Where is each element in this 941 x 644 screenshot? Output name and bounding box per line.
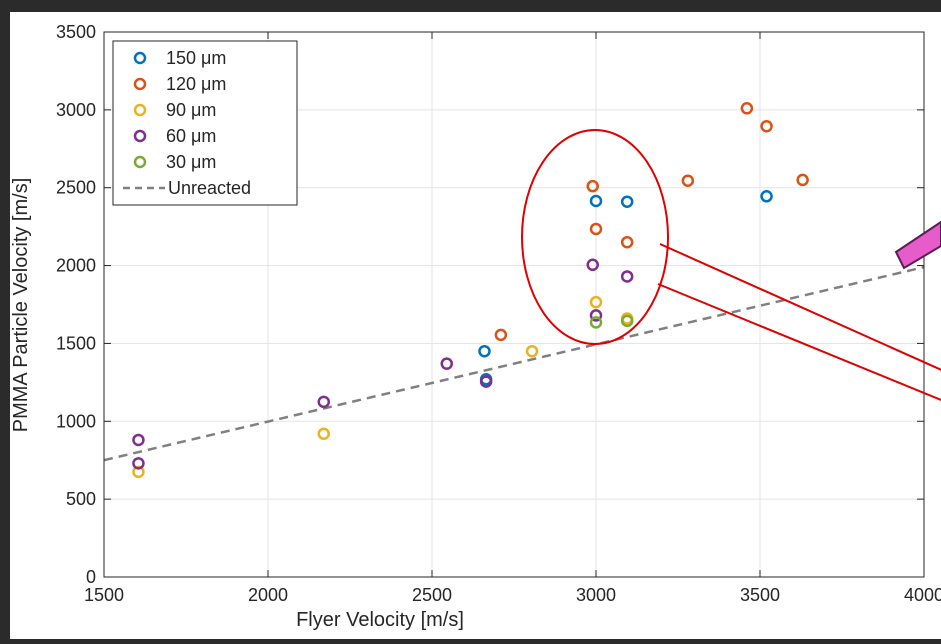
callout-pointer <box>657 243 941 402</box>
pink-arrow-shape <box>894 220 941 270</box>
legend-marker <box>133 51 147 65</box>
data-point-series-3 <box>479 375 493 388</box>
y-tick-label: 500 <box>66 489 96 509</box>
y-tick-label: 0 <box>86 567 96 587</box>
legend-marker <box>133 103 147 117</box>
legend-label: 60 μm <box>166 126 216 146</box>
data-point-series-1 <box>681 174 695 187</box>
x-tick-label: 1500 <box>84 585 124 605</box>
data-point-series-1 <box>740 102 754 115</box>
legend-label: 90 μm <box>166 100 216 120</box>
callout-ellipse <box>521 129 669 345</box>
data-point-series-2 <box>132 465 145 479</box>
x-tick-label: 3000 <box>576 585 616 605</box>
y-tick-label: 1500 <box>56 333 96 353</box>
x-tick-label: 2500 <box>412 585 452 605</box>
legend-label: 150 μm <box>166 48 226 68</box>
data-point-series-2 <box>525 344 539 358</box>
data-point-series-3 <box>132 457 145 470</box>
data-point-series-4 <box>589 316 603 329</box>
y-axis-label: PMMA Particle Velocity [m/s] <box>10 178 32 433</box>
data-point-series-1 <box>760 119 773 133</box>
data-point-series-0 <box>620 195 634 208</box>
data-point-series-1 <box>589 222 603 236</box>
data-point-series-4 <box>620 314 634 328</box>
data-point-series-1 <box>586 179 599 193</box>
data-point-series-1 <box>620 235 634 249</box>
y-tick-label: 2500 <box>56 178 96 198</box>
y-tick-label: 1000 <box>56 411 96 431</box>
x-tick-label: 2000 <box>248 585 288 605</box>
data-point-series-1 <box>494 328 508 342</box>
legend-marker <box>133 129 147 143</box>
unreacted-reference-line <box>103 265 925 462</box>
legend-label: Unreacted <box>168 178 251 198</box>
data-point-series-0 <box>589 194 603 208</box>
y-tick-label: 3500 <box>56 22 96 42</box>
data-point-series-3 <box>586 258 599 272</box>
axis-ticks: 1500 2000 2500 3000 3500 4000 0 500 1000 1500 2000… <box>56 22 941 605</box>
y-tick-label: 2000 <box>56 256 96 276</box>
data-point-series-2 <box>589 295 603 309</box>
x-axis-label: Flyer Velocity [m/s] <box>296 609 464 631</box>
data-point-series-3 <box>589 309 603 322</box>
legend-label: 30 μm <box>166 152 216 172</box>
data-point-series-1 <box>796 173 809 187</box>
data-points <box>132 102 809 479</box>
legend-marker <box>133 77 147 91</box>
scatter-chart: 1500 2000 2500 3000 3500 4000 0 500 1000 1500 2000… <box>10 22 941 631</box>
figure-panel: 1500 2000 2500 3000 3500 4000 0 500 1000 1500 2000… <box>10 12 941 639</box>
reference-line-layer <box>103 265 925 462</box>
legend-box <box>112 40 298 206</box>
legend-marker <box>133 155 147 169</box>
x-tick-label: 4000 <box>904 585 941 605</box>
data-point-series-3 <box>620 270 634 283</box>
x-tick-label: 3500 <box>740 585 780 605</box>
data-point-series-0 <box>760 190 773 203</box>
data-point-series-0 <box>478 344 491 358</box>
plot-frame <box>103 31 925 578</box>
y-tick-label: 3000 <box>56 100 96 120</box>
data-point-series-3 <box>317 395 331 409</box>
callout-annotation <box>521 129 941 402</box>
data-point-series-3 <box>440 357 454 370</box>
data-point-series-2 <box>317 427 331 440</box>
legend: 150 μm 120 μm 90 μm 60 μm 30 μm Unreacted <box>112 40 298 206</box>
legend-label: 120 μm <box>166 74 226 94</box>
data-point-series-3 <box>132 433 145 447</box>
